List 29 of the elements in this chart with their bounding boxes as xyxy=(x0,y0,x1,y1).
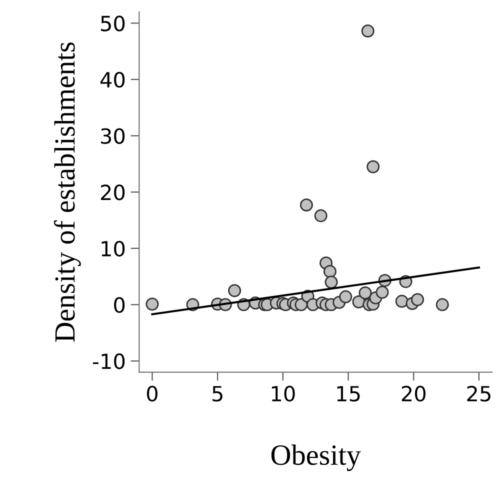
point xyxy=(300,198,313,212)
point xyxy=(376,286,389,299)
point xyxy=(339,290,352,304)
x-tick-label: 0 xyxy=(146,386,158,402)
y-tick-label: -10 xyxy=(92,353,125,370)
y-tick-label: 10 xyxy=(102,240,125,257)
point xyxy=(436,298,449,312)
point xyxy=(366,160,380,174)
y-axis-title: Density of establishments xyxy=(54,42,81,342)
point xyxy=(146,298,159,311)
point xyxy=(358,286,372,300)
point xyxy=(228,284,242,298)
y-tick-label: 30 xyxy=(101,128,125,144)
point xyxy=(314,209,328,222)
y-tick-label: 20 xyxy=(100,184,125,200)
x-tick-label: 25 xyxy=(467,386,490,402)
x-axis-title: Obesity xyxy=(271,444,361,472)
x-tick-label: 20 xyxy=(402,386,426,402)
x-tick-label: 15 xyxy=(337,386,360,402)
y-tick-label: 0 xyxy=(114,297,125,313)
x-tick-label: 5 xyxy=(212,386,222,402)
point xyxy=(395,294,408,308)
point xyxy=(323,264,336,278)
x-tick-label: 10 xyxy=(272,386,295,402)
y-tick-label: 50 xyxy=(101,16,125,32)
y-tick-label: 40 xyxy=(100,72,125,88)
point xyxy=(411,293,424,306)
point xyxy=(324,276,338,289)
point xyxy=(361,24,374,38)
